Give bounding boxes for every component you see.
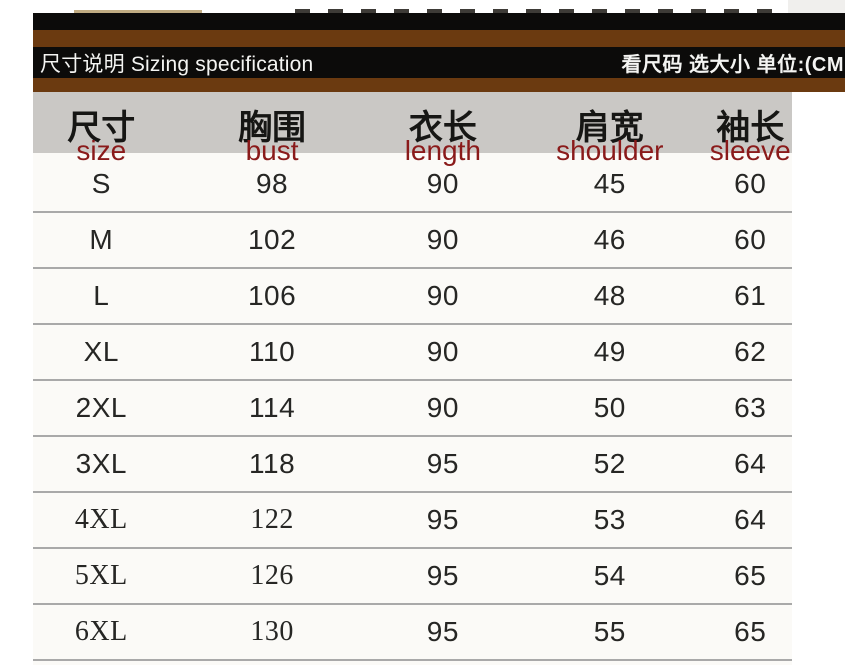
table-cell: 54 [593, 560, 626, 591]
column-header-zh: 尺寸 [67, 109, 136, 147]
table-cell: 106 [247, 280, 297, 311]
cropped-text-remnant [295, 9, 780, 13]
table-cell: 95 [426, 504, 459, 535]
table-cell: XL [83, 336, 119, 367]
table-row: 4XL 122 95 53 64 [33, 493, 792, 549]
column-header-en: shoulder [556, 135, 664, 166]
column-headers-zh: 尺寸 胸围 衣长 肩宽 袖长 [33, 92, 792, 153]
table-row: S 98 90 45 60 [33, 157, 792, 213]
table-cell: 64 [734, 448, 767, 479]
column-header-zh: 衣长 [408, 109, 477, 147]
table-cell: 65 [734, 616, 767, 647]
table-row: 5XL 126 95 54 65 [33, 549, 792, 605]
table-cell: 52 [593, 448, 626, 479]
table-cell: 95 [426, 616, 459, 647]
unit-note: 看尺码 选大小 单位:(CM [621, 54, 844, 76]
cropped-page-background [788, 0, 845, 14]
table-cell: 62 [734, 336, 767, 367]
top-black-bar [33, 13, 845, 30]
table-cell: 45 [593, 168, 626, 199]
table-cell: 90 [426, 168, 459, 199]
column-header-en: bust [245, 135, 299, 166]
table-cell: 95 [426, 448, 459, 479]
cropped-graphic-remnant [74, 10, 202, 13]
table-cell: 49 [593, 336, 626, 367]
column-header-zh: 袖长 [716, 109, 785, 147]
column-header-zh: 肩宽 [575, 109, 644, 147]
table-cell: 114 [249, 392, 296, 423]
table-cell: 122 [250, 504, 294, 535]
table-row: XL 110 90 49 62 [33, 325, 792, 381]
table-row: M 102 90 46 60 [33, 213, 792, 269]
table-cell: 64 [734, 504, 767, 535]
table-cell: 95 [426, 560, 459, 591]
table-cell: 4XL [74, 504, 128, 535]
column-header-zh: 胸围 [238, 109, 307, 147]
table-row: L 106 90 48 61 [33, 269, 792, 325]
table-cell: S [91, 168, 111, 199]
table-row: 6XL 130 95 55 65 [33, 605, 792, 661]
section-title: 尺寸说明 Sizing specification [40, 52, 314, 76]
table-cell: M [89, 224, 114, 255]
table-cell: 118 [249, 448, 296, 479]
column-header-en: length [404, 135, 481, 166]
table-cell: 110 [249, 336, 296, 367]
brown-divider-bar-bottom [33, 78, 845, 92]
table-cell: 2XL [75, 392, 127, 423]
table-row: 2XL 114 90 50 63 [33, 381, 792, 437]
section-title-bar: 尺寸说明 Sizing specification 看尺码 选大小 单位:(CM [33, 47, 845, 78]
table-cell: 90 [426, 224, 459, 255]
table-cell: 55 [593, 616, 626, 647]
table-row: 3XL 118 95 52 64 [33, 437, 792, 493]
table-cell: 90 [426, 280, 459, 311]
table-cell: 46 [593, 224, 626, 255]
table-cell: 3XL [75, 448, 127, 479]
brown-divider-bar-top [33, 30, 845, 47]
table-cell: L [93, 280, 110, 311]
table-cell: 5XL [74, 560, 128, 591]
table-cell: 48 [593, 280, 626, 311]
table-cell: 61 [734, 280, 767, 311]
column-header-en: sleeve [709, 135, 791, 166]
table-cell: 53 [593, 504, 626, 535]
table-cell: 126 [250, 560, 294, 591]
table-cell: 65 [734, 560, 767, 591]
size-table-rows: S 98 90 45 60 M 102 90 46 60 L 106 90 48 61 XL 110 90 49 62… [33, 157, 792, 661]
table-cell: 90 [426, 392, 459, 423]
table-cell: 60 [734, 224, 767, 255]
size-table: 尺寸 胸围 衣长 肩宽 袖长 size bust length shoulder sleeve … [33, 92, 792, 665]
table-cell: 6XL [74, 616, 128, 647]
column-header-en: size [76, 135, 127, 166]
table-cell: 102 [247, 224, 297, 255]
table-cell: 63 [734, 392, 767, 423]
table-cell: 90 [426, 336, 459, 367]
table-cell: 98 [255, 168, 289, 199]
table-cell: 60 [734, 168, 767, 199]
column-headers-en: size bust length shoulder sleeve [33, 135, 792, 167]
table-cell: 130 [250, 616, 294, 647]
table-cell: 50 [593, 392, 626, 423]
